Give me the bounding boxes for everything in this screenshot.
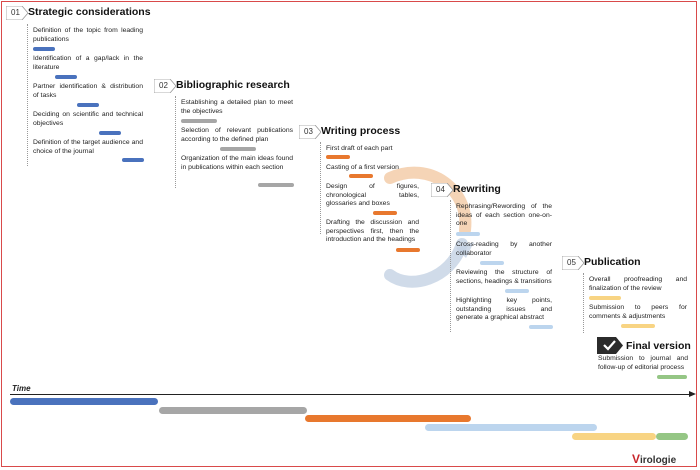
timeline-bar-phase-04 [425,424,597,431]
phase-03-task-1-bar [326,155,350,159]
timeline-bar-phase-03 [305,415,471,422]
time-axis-label: Time [12,384,31,393]
phase-03-task-3: Design of figures, chronological tables,… [326,183,419,208]
phase-03-task-2-bar [349,174,373,178]
phase-04-task-4: Highlighting key points, outstanding iss… [456,297,552,322]
phase-02-stem [175,96,176,188]
time-axis-arrowhead [689,391,696,397]
phase-03-tag: 03 [299,125,321,139]
timeline-bar-phase-05 [572,433,656,440]
phase-01-number: 01 [11,8,20,17]
phase-01-tag: 01 [6,6,28,20]
phase-02-task-2-bar [220,147,256,151]
phase-01-task-1: Definition of the topic from leading pub… [33,27,143,43]
phase-01-title: Strategic considerations [28,6,151,18]
phase-04-task-1-bar [456,232,480,236]
phase-02-task-1-bar [181,119,217,123]
phase-02-task-3: Organization of the main ideas found in … [181,155,293,171]
phase-05-task-2-bar [621,324,655,328]
phase-02-task-2: Selection of relevant publications accor… [181,127,293,143]
phase-01-task-4: Deciding on scientific and technical obj… [33,111,143,127]
phase-05-title: Publication [584,256,641,268]
timeline-bar-phase-02 [159,407,307,414]
phase-04-number: 04 [436,185,445,194]
phase-03-task-1: First draft of each part [326,145,393,152]
phase-04-task-3-bar [505,289,529,293]
phase-01-task-5: Definition of the target audience and ch… [33,139,143,155]
final-version-tag [597,337,623,354]
phase-04-task-2: Cross-reading by another collaborator [456,241,552,257]
time-axis-line [10,394,692,395]
phase-04-task-4-bar [529,325,553,329]
timeline-bar-final [656,433,688,440]
phase-05-task-2: Submission to peers for comments & adjus… [589,304,687,320]
phase-03-task-4: Drafting the discussion and perspectives… [326,219,419,244]
phase-03-task-3-bar [373,211,397,215]
phase-01-task-5-bar [122,158,144,162]
phase-01-task-2-bar [55,75,77,79]
phase-03-task-2: Casting of a first version [326,164,399,171]
phase-04-task-3: Reviewing the structure of sections, hea… [456,269,552,285]
phase-02-task-1: Establishing a detailed plan to meet the… [181,99,293,115]
phase-04-tag: 04 [431,183,453,197]
phase-05-stem [583,273,584,333]
phase-03-stem [320,142,321,234]
final-version-title: Final version [626,340,691,352]
phase-04-title: Rewriting [453,183,501,195]
phase-04-task-2-bar [480,261,504,265]
phase-03-task-4-bar [396,248,420,252]
phase-05-tag: 05 [562,256,584,270]
phase-01-task-2: Identification of a gap/lack in the lite… [33,55,143,71]
final-version-task-bar [657,375,687,379]
timeline-bar-phase-01 [10,398,158,405]
phase-05-task-1: Overall proofreading and finalization of… [589,276,687,292]
virologie-logo: Virologie [632,452,677,466]
phase-02-tag: 02 [154,79,176,93]
phase-01-task-4-bar [99,131,121,135]
phase-02-task-3-bar [258,183,294,187]
phase-05-number: 05 [567,258,576,267]
phase-01-task-3: Partner identification & distribution of… [33,83,143,99]
phase-02-title: Bibliographic research [176,79,290,91]
phase-04-task-1: Rephrasing/Rewording of the ideas of eac… [456,203,552,228]
phase-03-number: 03 [304,127,313,136]
cycle-arrow-graphic [384,166,474,288]
phase-01-task-3-bar [77,103,99,107]
phase-01-stem [27,24,28,166]
phase-01-task-1-bar [33,47,55,51]
phase-05-task-1-bar [589,296,621,300]
phase-04-stem [450,200,451,332]
phase-03-title: Writing process [321,125,401,137]
final-version-task: Submission to journal and follow-up of e… [598,355,688,371]
phase-02-number: 02 [159,81,168,90]
